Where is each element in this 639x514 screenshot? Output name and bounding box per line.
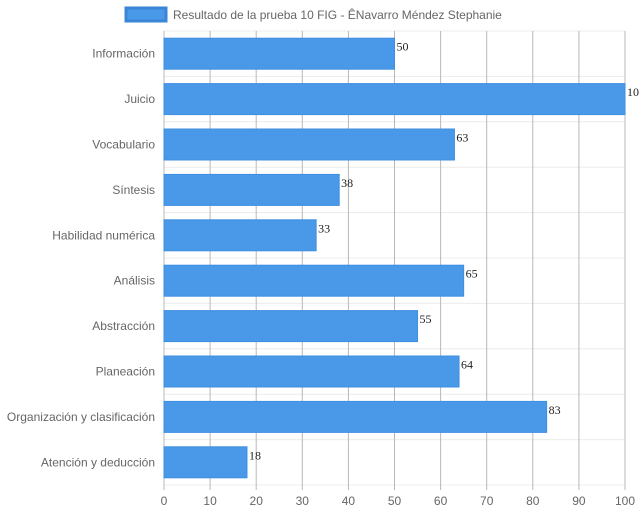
x-tick-label: 0 (161, 494, 168, 508)
x-tick-label: 100 (615, 494, 635, 508)
category-label: Análisis (114, 274, 155, 288)
data-label: 50 (397, 40, 409, 54)
legend-swatch[interactable] (124, 6, 168, 23)
category-label: Vocabulario (92, 138, 155, 152)
data-labels: 50 100 63 38 33 65 55 64 83 18 (249, 40, 639, 463)
legend-label: Resultado de la prueba 10 FIG - ÊNavarro… (173, 7, 502, 22)
bar[interactable] (163, 400, 548, 433)
data-label: 38 (341, 176, 353, 190)
x-tick-label: 70 (480, 494, 494, 508)
category-label: Abstracción (92, 319, 155, 333)
category-label: Planeación (96, 365, 155, 379)
bar[interactable] (163, 264, 465, 297)
data-label: 18 (249, 448, 261, 462)
bar[interactable] (163, 310, 419, 343)
x-tick-label: 50 (388, 494, 402, 508)
x-tick-label: 40 (342, 494, 356, 508)
category-label: Juicio (124, 92, 155, 106)
bar[interactable] (163, 128, 455, 161)
category-label: Atención y deducción (41, 455, 155, 469)
legend[interactable]: Resultado de la prueba 10 FIG - ÊNavarro… (124, 6, 502, 23)
x-tick-label: 80 (526, 494, 540, 508)
x-tick-label: 60 (434, 494, 448, 508)
x-tick-label: 20 (250, 494, 264, 508)
x-tick-label: 10 (203, 494, 217, 508)
data-label: 100 (627, 85, 639, 99)
data-label: 55 (420, 312, 432, 326)
bar[interactable] (163, 173, 340, 206)
data-label: 65 (466, 267, 478, 281)
category-label: Síntesis (112, 183, 155, 197)
bar[interactable] (163, 37, 395, 70)
bar[interactable] (163, 219, 317, 252)
category-labels: Información Juicio Vocabulario Síntesis Habi… (7, 47, 155, 470)
category-label: Organización y clasificación (7, 410, 155, 424)
data-label: 83 (549, 403, 561, 417)
bar[interactable] (163, 446, 248, 479)
x-tick-label: 30 (296, 494, 310, 508)
data-label: 64 (461, 358, 473, 372)
category-label: Información (92, 47, 155, 61)
data-label: 63 (456, 131, 468, 145)
category-label: Habilidad numérica (52, 228, 155, 242)
bar[interactable] (163, 355, 460, 388)
x-axis-tick-labels: 0 10 20 30 40 50 60 70 80 90 100 (161, 494, 636, 508)
bar[interactable] (163, 83, 626, 116)
data-label: 33 (318, 221, 330, 235)
x-tick-label: 90 (572, 494, 586, 508)
bars (163, 37, 626, 479)
